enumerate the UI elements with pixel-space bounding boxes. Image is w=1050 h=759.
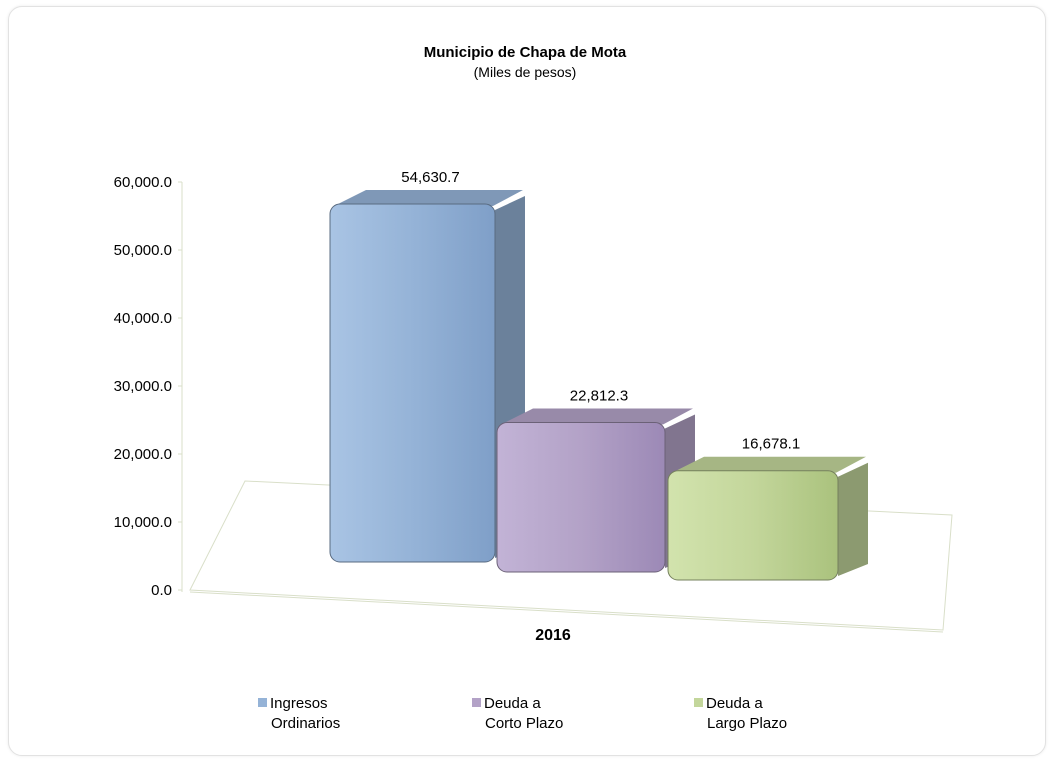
legend-swatch [694, 698, 703, 707]
data-label: 54,630.7 [401, 169, 459, 186]
legend-label: Deuda a [484, 695, 541, 712]
y-tick-label: 60,000.0 [114, 174, 172, 191]
data-label: 16,678.1 [742, 436, 800, 453]
y-tick-label: 0.0 [151, 582, 172, 599]
legend-item: Deuda a Corto Plazo [472, 694, 563, 734]
legend-item: Deuda a Largo Plazo [694, 694, 787, 734]
bar-3 [667, 456, 868, 581]
bar-front [329, 203, 496, 563]
y-tick-label: 20,000.0 [114, 446, 172, 463]
chart-title: Municipio de Chapa de Mota [423, 44, 627, 61]
y-tick-label: 10,000.0 [114, 514, 172, 531]
bar-side [838, 462, 868, 576]
legend-label: Deuda a [706, 695, 763, 712]
bar-front [667, 470, 839, 581]
chart-frame [8, 6, 1046, 756]
legend-label: Corto Plazo [485, 715, 564, 732]
legend-label: Ordinarios [271, 715, 341, 732]
bar-top [672, 456, 866, 473]
bar-1 [329, 190, 525, 563]
legend-swatch [258, 698, 267, 707]
legend-swatch [472, 698, 481, 707]
y-tick-label: 30,000.0 [114, 378, 172, 395]
bar-2 [496, 408, 695, 573]
bar-front [496, 422, 666, 573]
legend-label: Largo Plazo [707, 715, 788, 732]
legend-item: Ingresos Ordinarios [258, 694, 340, 734]
x-axis-line [189, 591, 944, 633]
chart-subtitle: (Miles de pesos) [473, 64, 577, 80]
chart-floor [189, 480, 953, 631]
y-tick-label: 50,000.0 [114, 242, 172, 259]
y-tick-label: 40,000.0 [114, 310, 172, 327]
legend-label: Ingresos [270, 695, 328, 712]
bar-top [501, 408, 693, 425]
bar-top [334, 190, 523, 206]
x-tick-label: 2016 [535, 627, 571, 644]
data-label: 22,812.3 [570, 388, 628, 405]
